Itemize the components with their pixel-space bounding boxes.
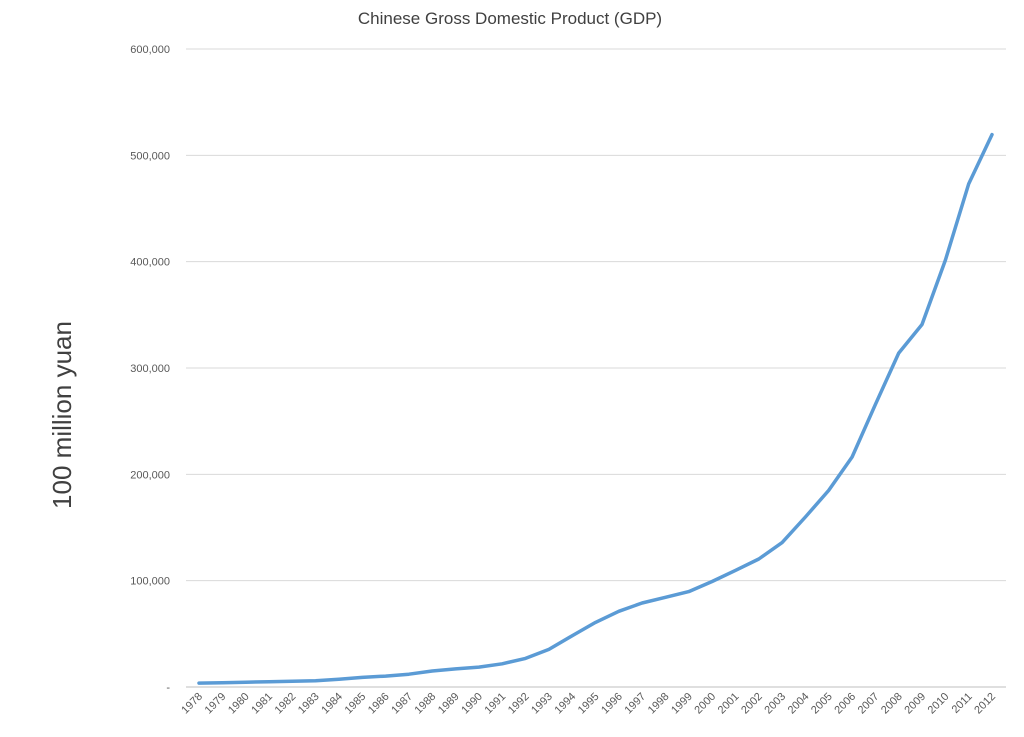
x-tick-label: 1985 <box>343 691 369 717</box>
x-tick-label: 2002 <box>739 691 765 717</box>
x-tick-label: 1996 <box>599 691 625 717</box>
x-tick-label: 1994 <box>552 691 578 717</box>
x-tick-label: 1982 <box>273 691 299 717</box>
gridlines <box>186 48 1006 688</box>
x-tick-label: 2001 <box>716 691 742 717</box>
y-tick-label: - <box>166 682 170 694</box>
x-tick-label: 2012 <box>972 691 998 717</box>
x-tick-label: 1988 <box>413 691 439 717</box>
x-tick-label: 1991 <box>483 691 509 717</box>
x-tick-label: 1986 <box>366 691 392 717</box>
y-tick-label: 100,000 <box>130 576 170 588</box>
x-tick-label: 2005 <box>809 691 835 717</box>
y-tick-label: 300,000 <box>130 363 170 375</box>
x-tick-label: 2003 <box>762 691 788 717</box>
x-tick-label: 1995 <box>576 691 602 717</box>
series-line-gdp <box>197 132 994 685</box>
chart-title: Chinese Gross Domestic Product (GDP) <box>358 9 662 28</box>
x-tick-label: 1992 <box>506 691 532 717</box>
x-tick-label: 1993 <box>529 691 555 717</box>
series-layer <box>197 132 994 685</box>
x-tick-label: 1999 <box>669 691 695 717</box>
x-tick-label: 1981 <box>249 691 275 717</box>
x-tick-label: 2010 <box>926 691 952 717</box>
x-tick-label: 2008 <box>879 691 905 717</box>
y-tick-labels: - 100,000 200,000 300,000 400,000 500,000 600,… <box>130 44 170 694</box>
y-tick-label: 600,000 <box>130 44 170 56</box>
x-tick-label: 2009 <box>902 691 928 717</box>
x-tick-label: 1980 <box>226 691 252 717</box>
x-tick-label: 1997 <box>622 691 648 717</box>
x-tick-label: 2004 <box>786 691 812 717</box>
x-tick-label: 2006 <box>832 691 858 717</box>
y-axis-label: 100 million yuan <box>47 321 77 509</box>
x-tick-label: 1984 <box>319 691 345 717</box>
x-tick-label: 2007 <box>856 691 882 717</box>
x-tick-label: 2000 <box>692 691 718 717</box>
x-tick-label: 1978 <box>179 691 205 717</box>
x-tick-label: 1998 <box>646 691 672 717</box>
x-tick-label: 1983 <box>296 691 322 717</box>
y-tick-label: 200,000 <box>130 469 170 481</box>
x-tick-label: 1987 <box>389 691 415 717</box>
x-tick-labels: 1978197919801981198219831984198519861987… <box>179 691 998 717</box>
x-tick-label: 2011 <box>950 691 975 716</box>
y-tick-label: 400,000 <box>130 257 170 269</box>
x-tick-label: 1979 <box>203 691 229 717</box>
y-tick-label: 500,000 <box>130 150 170 162</box>
x-tick-label: 1990 <box>459 691 485 717</box>
x-tick-label: 1989 <box>436 691 462 717</box>
